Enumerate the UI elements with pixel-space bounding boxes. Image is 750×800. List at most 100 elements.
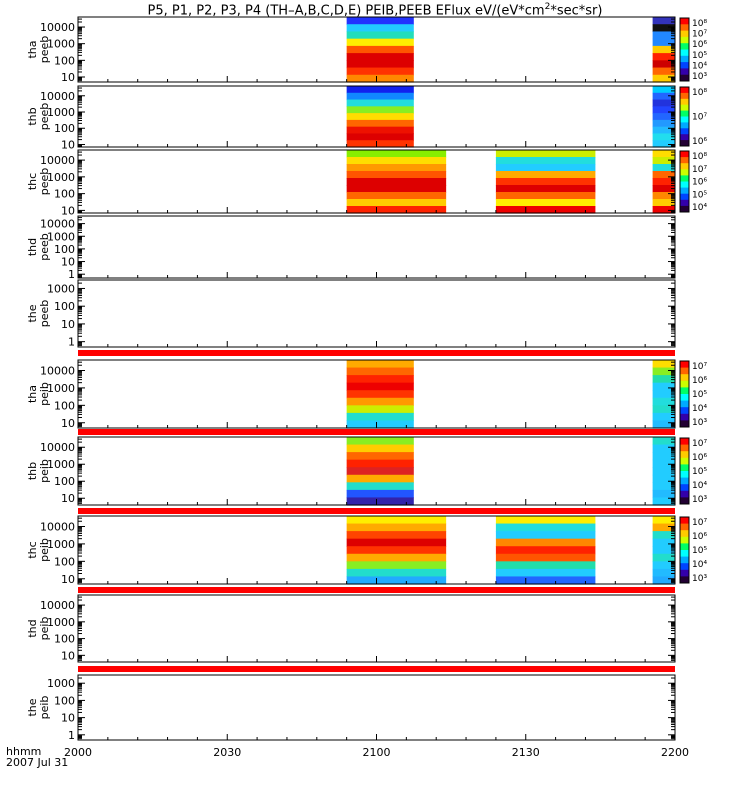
colorbar-segment-thcpeeb: [680, 151, 689, 158]
colorbar-label-thapeib: 10³: [692, 418, 707, 428]
x-axis-info: hhmm 2007 Jul 31: [6, 746, 68, 768]
colorbar-frame-thcpeeb: [679, 150, 690, 213]
colorbar-label-thapeeb: 10⁶: [692, 40, 707, 50]
colorbar-label-thbpeeb: 10⁶: [692, 137, 707, 147]
panel-label-probe-thbpeib: thb: [26, 462, 39, 480]
panel-label-probe-thdpeeb: thd: [26, 238, 39, 256]
heatmap-cell-thbpeeb-b1-r5: [652, 119, 675, 128]
heatmap-cell-thbpeeb-b1-r1: [652, 92, 675, 101]
panel-label-probe-thcpeib: thc: [26, 541, 39, 558]
colorbar-segment-thbpeeb: [680, 110, 689, 117]
colorbar-segment-thapeeb: [680, 55, 689, 63]
panel-label-product-thepeib: peib: [38, 696, 51, 720]
heatmap-cell-thbpeib-b1-r5: [652, 474, 675, 483]
heatmap-cell-thapeeb-b0-r8: [346, 74, 414, 83]
heatmap-cell-thcpeib-b0-r6: [346, 561, 447, 570]
colorbar-segment-thbpeeb: [680, 140, 689, 147]
ytick-label-thepeib: 1: [68, 729, 75, 742]
heatmap-cell-thbpeib-b1-r7: [652, 489, 675, 499]
colorbar-segment-thapeeb: [680, 18, 689, 25]
heatmap-cell-thapeib-b0-r4: [346, 390, 414, 399]
ytick-label-thbpeib: 1000: [47, 458, 75, 471]
heatmap-cell-thbpeib-b1-r6: [652, 482, 675, 491]
panel-label-product-thepeeb: peeb: [38, 300, 51, 328]
colorbar-segment-thapeeb: [680, 36, 689, 44]
title-suffix: *sec*sr): [550, 3, 603, 19]
colorbar-segment-thbpeeb: [680, 128, 689, 135]
heatmap-cell-thcpeeb-b0-r6: [346, 192, 447, 200]
heatmap-cell-thbpeeb-b0-r3: [346, 106, 414, 114]
colorbar-frame-thbpeib: [679, 437, 690, 505]
ytick-label-thcpeib: 10000: [40, 520, 75, 533]
colorbar-segment-thbpeeb: [680, 104, 689, 112]
heatmap-cell-thcpeeb-b2-r4: [652, 178, 675, 186]
xtick-label: 2030: [213, 746, 241, 759]
colorbar-segment-thcpeeb: [680, 199, 689, 207]
colorbar-segment-thapeeb: [680, 24, 689, 32]
panel-label-probe-thepeib: the: [26, 698, 39, 716]
ytick-label-thcpeeb: 100: [54, 188, 75, 201]
heatmap-cell-thcpeib-b2-r8: [652, 576, 675, 585]
heatmap-cell-thbpeeb-b1-r8: [652, 140, 675, 148]
ytick-label-thapeib: 10000: [40, 364, 75, 377]
colorbar-label-thapeib: 10⁴: [692, 404, 707, 414]
heatmap-cell-thcpeeb-b1-r8: [495, 206, 596, 214]
colorbar-segment-thbpeib: [680, 484, 689, 492]
ytick-label-thapeib: 1000: [47, 382, 75, 395]
colorbar-segment-thapeeb: [680, 62, 689, 69]
heatmap-cell-thcpeib-b0-r3: [346, 538, 447, 547]
heatmap-cell-thbpeeb-b1-r7: [652, 133, 675, 141]
x-axis-label-hhmm: hhmm: [6, 745, 42, 758]
panel-label-product-thdpeeb: peeb: [38, 233, 51, 261]
heatmap-cell-thcpeeb-b2-r0: [652, 150, 675, 158]
separator-bar-0: [78, 350, 675, 356]
heatmap-cell-thbpeib-b0-r7: [346, 489, 414, 499]
ytick-label-thcpeib: 1000: [47, 538, 75, 551]
ytick-label-thbpeeb: 1000: [47, 106, 75, 119]
heatmap-cell-thcpeib-b1-r4: [495, 546, 596, 555]
colorbar-label-thapeeb: 10⁴: [692, 61, 707, 71]
colorbar-segment-thapeib: [680, 413, 689, 421]
heatmap-cell-thbpeib-b0-r5: [346, 474, 414, 483]
colorbar-segment-thbpeib: [680, 451, 689, 459]
panel-frame-thepeib: [77, 674, 676, 741]
heatmap-cell-thcpeeb-b2-r6: [652, 192, 675, 200]
heatmap-cell-thapeeb-b1-r2: [652, 31, 675, 40]
heatmap-cell-thcpeeb-b1-r6: [495, 192, 596, 200]
heatmap-cell-thcpeeb-b0-r8: [346, 206, 447, 214]
heatmap-cell-thbpeeb-b1-r0: [652, 86, 675, 94]
heatmap-cell-thcpeib-b2-r1: [652, 523, 675, 532]
heatmap-cell-thcpeib-b2-r3: [652, 538, 675, 547]
heatmap-cell-thcpeeb-b0-r0: [346, 150, 447, 158]
colorbar-segment-thcpeeb: [680, 169, 689, 176]
colorbar-label-thbpeib: 10³: [692, 495, 707, 505]
heatmap-cell-thcpeeb-b2-r1: [652, 157, 675, 165]
heatmap-cell-thapeeb-b0-r6: [346, 60, 414, 69]
heatmap-cell-thapeib-b0-r3: [346, 382, 414, 391]
heatmap-cell-thcpeeb-b1-r5: [495, 185, 596, 193]
colorbar-segment-thcpeeb: [680, 163, 689, 170]
ytick-label-thapeeb: 10: [61, 71, 75, 84]
colorbar-segment-thbpeib: [680, 477, 689, 485]
colorbar-segment-thcpeeb: [680, 187, 689, 195]
heatmap-cell-thcpeeb-b0-r5: [346, 185, 447, 193]
heatmap-cell-thapeeb-b0-r1: [346, 24, 414, 33]
heatmap-cell-thcpeeb-b0-r7: [346, 199, 447, 207]
heatmap-cell-thapeib-b0-r6: [346, 405, 414, 414]
colorbar-frame-thbpeeb: [679, 86, 690, 147]
colorbar-segment-thcpeib: [680, 530, 689, 538]
heatmap-cell-thcpeib-b0-r1: [346, 523, 447, 532]
colorbar-segment-thcpeib: [680, 550, 689, 558]
colorbar-segment-thcpeib: [680, 569, 689, 577]
heatmap-cell-thcpeib-b2-r0: [652, 516, 675, 525]
x-axis-label-date: 2007 Jul 31: [6, 756, 69, 769]
ytick-label-thdpeib: 10: [61, 649, 75, 662]
panel-label-product-thcpeib: peib: [38, 538, 51, 562]
heatmap-cell-thbpeeb-b0-r1: [346, 92, 414, 101]
colorbar-segment-thcpeib: [680, 576, 689, 584]
panel-label-probe-thepeeb: the: [26, 304, 39, 322]
ytick-label-thbpeib: 10000: [40, 441, 75, 454]
ytick-label-thbpeeb: 10: [61, 138, 75, 151]
ytick-label-thdpeeb: 10000: [40, 218, 75, 231]
